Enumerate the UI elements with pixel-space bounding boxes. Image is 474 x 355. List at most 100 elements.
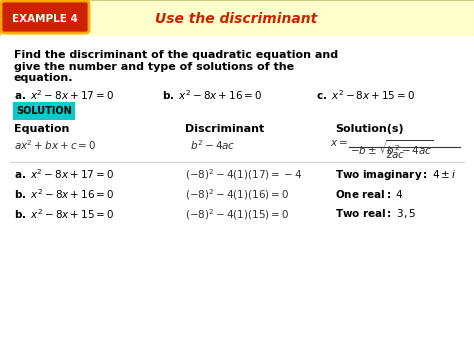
Text: Discriminant: Discriminant [185, 125, 264, 135]
Bar [0, 105, 474, 108]
Text: EXAMPLE 4: EXAMPLE 4 [12, 14, 78, 24]
Bar [0, 120, 474, 122]
Bar [0, 316, 474, 318]
Bar [0, 195, 474, 197]
Bar [0, 280, 474, 283]
Text: $\mathbf{a.}\ x^2-8x+17=0$: $\mathbf{a.}\ x^2-8x+17=0$ [14, 168, 114, 181]
Bar [0, 315, 474, 317]
Bar [0, 110, 474, 113]
Text: Use the discriminant: Use the discriminant [155, 12, 317, 26]
Bar [0, 326, 474, 328]
Text: $\mathbf{One\ real:}\ 4$: $\mathbf{One\ real:}\ 4$ [335, 187, 404, 200]
Bar [0, 260, 474, 262]
Text: Solution(s): Solution(s) [335, 125, 404, 135]
Bar [0, 90, 474, 93]
Bar [0, 186, 474, 188]
Bar [0, 40, 474, 43]
Bar [0, 341, 474, 343]
Bar [0, 281, 474, 283]
Bar [0, 70, 474, 72]
Bar [0, 321, 474, 323]
FancyBboxPatch shape [13, 102, 75, 120]
Bar [0, 205, 474, 208]
Text: $(-8)^2-4(1)(15)=0$: $(-8)^2-4(1)(15)=0$ [185, 208, 289, 222]
Bar [0, 60, 474, 62]
Bar [0, 256, 474, 258]
Bar [0, 131, 474, 133]
Bar [0, 176, 474, 178]
Text: SOLUTION: SOLUTION [16, 105, 72, 115]
Bar [0, 345, 474, 348]
Bar [0, 245, 474, 247]
Bar [0, 300, 474, 302]
Bar [0, 51, 474, 53]
Bar [0, 35, 474, 38]
Bar [0, 126, 474, 128]
Bar [0, 185, 474, 187]
Bar [0, 36, 474, 38]
Bar [0, 156, 474, 158]
Bar [0, 20, 474, 22]
Bar [0, 55, 474, 58]
Bar [0, 220, 474, 223]
Bar [0, 291, 474, 293]
Text: $ax^2 + bx + c = 0$: $ax^2 + bx + c = 0$ [14, 138, 96, 152]
Bar [0, 30, 474, 33]
Bar [0, 151, 474, 153]
Bar [0, 145, 474, 147]
Text: $\mathbf{Two\ imaginary:}$$\ 4\pm i$: $\mathbf{Two\ imaginary:}$$\ 4\pm i$ [335, 168, 456, 181]
Bar [0, 201, 474, 203]
FancyBboxPatch shape [0, 0, 474, 36]
Bar [0, 101, 474, 103]
Text: equation.: equation. [14, 73, 73, 83]
Bar [0, 136, 474, 138]
Bar [0, 221, 474, 223]
Bar [0, 45, 474, 48]
Bar [0, 46, 474, 48]
Bar [0, 351, 474, 353]
Bar [0, 121, 474, 123]
Text: $\mathbf{b.}\ x^2-8x+15=0$: $\mathbf{b.}\ x^2-8x+15=0$ [14, 208, 114, 221]
Bar [0, 160, 474, 163]
Bar [0, 50, 474, 53]
Bar [0, 255, 474, 257]
Bar [0, 71, 474, 73]
Bar [0, 276, 474, 278]
Bar [0, 61, 474, 63]
Bar [0, 106, 474, 108]
Text: $\mathbf{b.}$$\ x^2-8x+16=0$: $\mathbf{b.}$$\ x^2-8x+16=0$ [162, 88, 262, 102]
Bar [0, 76, 474, 78]
Bar [0, 250, 474, 252]
Bar [0, 0, 474, 2]
Bar [0, 286, 474, 288]
Bar [0, 161, 474, 163]
Bar [0, 235, 474, 237]
Text: $\mathbf{c.}$$\ x^2-8x+15=0$: $\mathbf{c.}$$\ x^2-8x+15=0$ [316, 88, 415, 102]
Bar [0, 261, 474, 263]
Bar [0, 141, 474, 143]
Bar [0, 130, 474, 132]
Bar [0, 270, 474, 273]
Text: $\mathbf{b.}\ x^2-8x+16=0$: $\mathbf{b.}\ x^2-8x+16=0$ [14, 187, 114, 201]
Bar [0, 180, 474, 182]
Bar [0, 111, 474, 113]
Bar [0, 340, 474, 343]
Text: $x =$: $x =$ [330, 138, 348, 148]
Bar [0, 240, 474, 242]
Bar [0, 295, 474, 297]
Bar [0, 10, 474, 12]
Bar [0, 331, 474, 333]
Bar [0, 41, 474, 43]
Bar [0, 75, 474, 77]
Bar [0, 96, 474, 98]
Bar [0, 91, 474, 93]
Bar [0, 336, 474, 338]
Bar [0, 146, 474, 148]
Bar [0, 200, 474, 202]
Bar [0, 320, 474, 322]
Bar [0, 231, 474, 233]
Bar [0, 190, 474, 192]
Bar [0, 211, 474, 213]
Bar [0, 170, 474, 173]
Bar [0, 335, 474, 338]
